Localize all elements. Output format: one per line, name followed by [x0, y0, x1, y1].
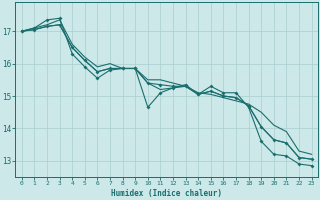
X-axis label: Humidex (Indice chaleur): Humidex (Indice chaleur) [111, 189, 222, 198]
